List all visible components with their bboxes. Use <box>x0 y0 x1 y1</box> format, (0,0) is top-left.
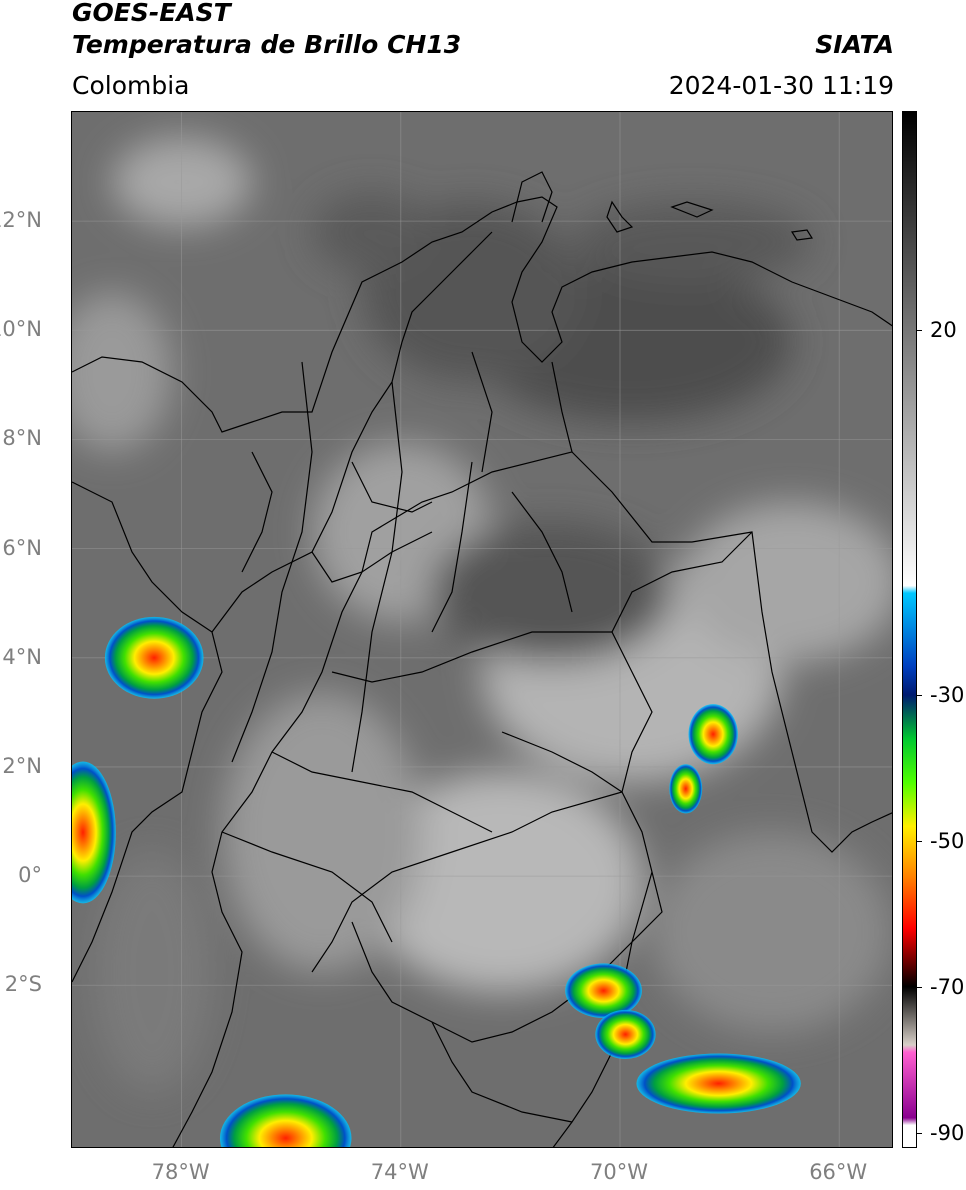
colorbar-tick-label-1: -30 <box>930 683 965 708</box>
colorbar-tick-label-0: 20 <box>930 318 957 343</box>
colorbar-tick-label-4: -90 <box>930 1121 965 1146</box>
map-canvas <box>72 112 892 1147</box>
cloud-cell-7 <box>636 1053 801 1114</box>
region-label: Colombia <box>72 71 190 100</box>
colorbar-canvas <box>903 112 916 1147</box>
cloud-cell-0 <box>104 616 204 699</box>
cloud-cell-1 <box>72 761 116 904</box>
cloud-cell-5 <box>565 963 642 1019</box>
lat-tick-label-0: 12°N <box>0 208 42 233</box>
colorbar-tick-3 <box>917 987 922 989</box>
lat-tick-label-4: 4°N <box>2 644 42 669</box>
cold-cloud-tops <box>72 616 801 1147</box>
colorbar-tick-label-2: -50 <box>930 829 965 854</box>
lon-tick-label-2: 70°W <box>590 1160 648 1184</box>
timestamp-label: 2024-01-30 11:19 <box>668 71 894 100</box>
cloud-cell-6 <box>595 1009 656 1059</box>
cloud-cell-4 <box>669 764 703 814</box>
colorbar-tick-2 <box>917 841 922 843</box>
colorbar-tick-1 <box>917 695 922 697</box>
lat-tick-label-1: 10°N <box>0 317 42 342</box>
lat-tick-label-5: 2°N <box>2 753 42 778</box>
lon-tick-label-3: 66°W <box>809 1160 868 1184</box>
organization-label: SIATA <box>815 30 894 59</box>
cloud-cell-3 <box>688 704 738 765</box>
colorbar-tick-label-3: -70 <box>930 975 965 1000</box>
lat-tick-label-2: 8°N <box>2 426 42 451</box>
colorbar-tick-0 <box>917 330 922 332</box>
lat-tick-label-7: 2°S <box>4 972 42 997</box>
cloud-cell-2 <box>219 1094 352 1147</box>
satellite-map[interactable] <box>71 111 893 1148</box>
graticule <box>72 112 892 1147</box>
title-line-1: GOES-EAST <box>72 0 231 27</box>
colorbar <box>902 111 917 1148</box>
lat-tick-label-3: 6°N <box>2 535 42 560</box>
lon-tick-label-1: 74°W <box>370 1160 429 1184</box>
lon-tick-label-0: 78°W <box>151 1160 210 1184</box>
colorbar-tick-4 <box>917 1133 922 1135</box>
title-line-2: Temperatura de Brillo CH13 <box>72 30 462 59</box>
lat-tick-label-6: 0° <box>18 863 42 888</box>
coastline-and-borders <box>72 171 892 1147</box>
